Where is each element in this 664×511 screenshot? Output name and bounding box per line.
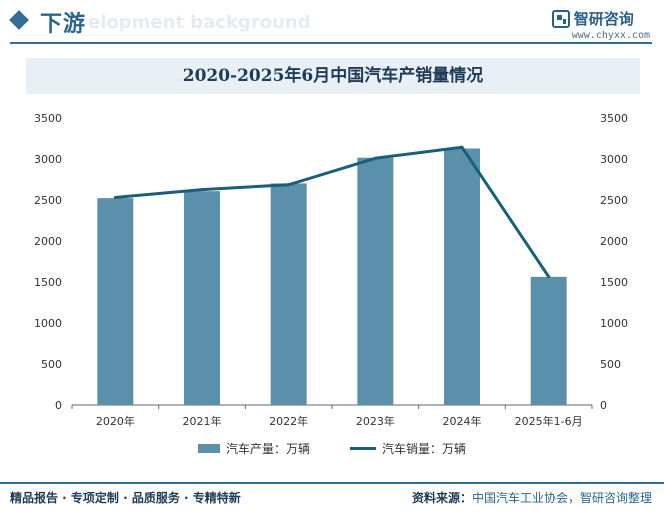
diamond-icon [9,10,29,30]
y2-tick-label: 3500 [600,112,628,125]
header-divider [10,42,652,44]
brand-url: www.chyxx.com [571,30,650,41]
y2-tick-label: 2500 [600,194,628,207]
y2-tick-label: 2000 [600,235,628,248]
x-tick-label: 2025年1-6月 [515,414,583,428]
y-tick-label: 3000 [34,153,62,166]
y-tick-label: 500 [41,358,62,371]
sales-point-0 [113,195,117,199]
y-tick-label: 1500 [34,276,62,289]
footer: 精品报告 · 专项定制 · 品质服务 · 专精特新 资料来源：中国汽车工业协会，… [0,482,664,511]
y-tick-label: 3500 [34,112,62,125]
chart: 0 500 1000 1500 2000 2500 3000 3500 0 500 1000 1500… [34,112,628,428]
x-tick-label: 2022年 [269,414,308,428]
legend: 汽车产量：万辆 汽车销量：万辆 [0,440,664,457]
chart-title: 2020-2025年6月中国汽车产销量情况 [182,66,484,86]
x-tick-label: 2024年 [443,414,482,428]
legend-item-sales: 汽车销量：万辆 [350,440,466,457]
bar-2 [270,183,307,405]
sales-point-3 [373,156,377,160]
bar-5 [530,276,567,405]
chart-title-box: 2020-2025年6月中国汽车产销量情况 [26,58,640,94]
sales-line [115,145,550,278]
y2-tick-label: 0 [600,399,607,412]
legend-line-swatch [350,447,376,450]
y2-tick-label: 500 [600,358,621,371]
footer-source: 资料来源：中国汽车工业协会，智研咨询整理 [412,489,652,506]
sales-point-2 [287,183,291,187]
sales-point-1 [200,188,204,192]
section-title: 下游 [40,12,87,37]
footer-slogan: 精品报告 · 专项定制 · 品质服务 · 专精特新 [10,491,241,505]
header: elopment background 下游 智研咨询 www.chyxx.co… [0,0,664,46]
source-text: 中国汽车工业协会，智研咨询整理 [471,491,652,505]
brand-name: 智研咨询 [573,10,634,28]
y2-tick-label: 1000 [600,317,628,330]
sales-point-4 [460,145,464,149]
footer-divider [0,482,664,484]
x-tick-label: 2020年 [96,414,135,428]
bar-0 [97,198,134,405]
y-tick-label: 2000 [34,235,62,248]
legend-bar-swatch [197,444,220,453]
bar-3 [357,157,394,405]
y-tick-label: 1000 [34,317,62,330]
x-tick-label: 2023年 [356,414,395,428]
sales-point-5 [547,275,551,279]
bar-4 [444,148,480,405]
source-label: 资料来源： [411,491,472,505]
x-tick-label: 2021年 [183,414,222,428]
background-text: elopment background [88,12,311,33]
legend-label-production: 汽车产量：万辆 [225,442,310,456]
brand-logo-icon [551,9,570,28]
legend-label-sales: 汽车销量：万辆 [382,442,467,456]
brand: 智研咨询 www.chyxx.com [551,8,650,41]
y-tick-label: 2500 [34,194,62,207]
bar-1 [184,191,220,405]
y-tick-label: 0 [55,399,62,412]
legend-item-production: 汽车产量：万辆 [197,440,310,457]
y2-tick-label: 3000 [600,153,628,166]
y2-tick-label: 1500 [600,276,628,289]
